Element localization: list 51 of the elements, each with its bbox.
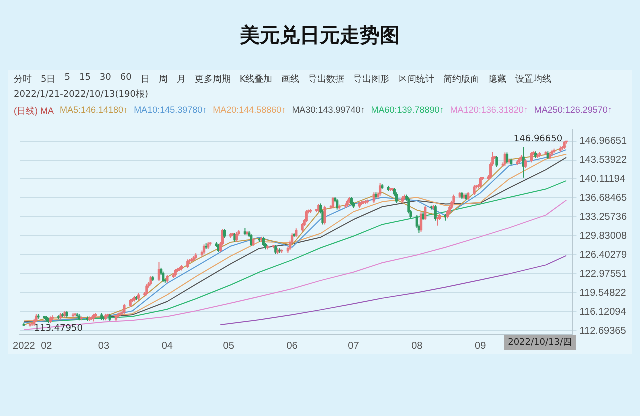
y-tick-label: 112.69365 (580, 326, 627, 337)
text: 设置均线 (516, 74, 552, 86)
text: 5 (64, 73, 70, 85)
text: MA30:143.99740↑ (292, 105, 366, 117)
x-tick-label: 07 (348, 340, 360, 352)
text: 导出图形 (354, 74, 390, 86)
text: MA60:139.78890↑ (371, 105, 444, 117)
text: K线叠加 (240, 74, 273, 86)
text: 分时 (14, 74, 32, 86)
text: MA5:146.14180↑ (60, 105, 128, 117)
text: 2022/10/13/四 (504, 335, 576, 350)
text: 简约版面 (444, 74, 480, 86)
text: 区间统计 (398, 74, 435, 86)
y-tick-label: 140.11194 (580, 174, 626, 185)
y-tick-label: 122.97551 (580, 268, 628, 280)
x-tick-label: 08 (412, 340, 424, 352)
text: MA20:144.58860↑ (213, 105, 286, 117)
text: 隐藏 (488, 74, 507, 86)
text: 2022/1/21-2022/10/13(190根) (14, 88, 148, 101)
y-tick-label: 143.53922 (580, 155, 628, 166)
chart-title: 美元兑日元走势图 (238, 22, 401, 49)
text: 更多周期 (194, 74, 231, 86)
text: 导出数据 (308, 74, 345, 86)
text: 月 (176, 74, 186, 86)
text: 周 (158, 74, 168, 86)
legend-title: (日线) MA (14, 105, 54, 118)
y-tick-label: 129.83008 (580, 230, 628, 242)
y-tick-label: 119.54822 (580, 288, 627, 299)
text: 60 (120, 73, 132, 85)
x-tick-label: 2022 (13, 340, 36, 352)
text: 5日 (41, 74, 56, 86)
text: 画线 (282, 74, 300, 86)
x-tick-label: 04 (162, 340, 174, 352)
text: 日 (140, 74, 150, 86)
x-tick-label: 02 (41, 340, 53, 352)
y-tick-label: 133.25736 (580, 212, 628, 223)
annotation: 146.96650 (514, 134, 563, 145)
text: MA250:126.29570↑ (534, 105, 612, 117)
x-tick-label: 05 (223, 340, 235, 352)
x-tick-label: 06 (286, 340, 298, 352)
x-tick-label: 09 (475, 340, 487, 352)
text: 15 (79, 73, 91, 85)
text: 30 (100, 73, 112, 85)
y-tick-label: 116.12094 (580, 306, 627, 318)
y-tick-label: 126.40279 (580, 250, 628, 261)
y-tick-label: 146.96651 (580, 136, 628, 148)
text: MA10:145.39780↑ (134, 105, 208, 117)
x-tick-label: 03 (98, 340, 110, 352)
annotation: 113.47950 (34, 324, 84, 334)
y-tick-label: 136.68465 (580, 192, 628, 204)
text: MA120:136.31820↑ (450, 105, 528, 117)
